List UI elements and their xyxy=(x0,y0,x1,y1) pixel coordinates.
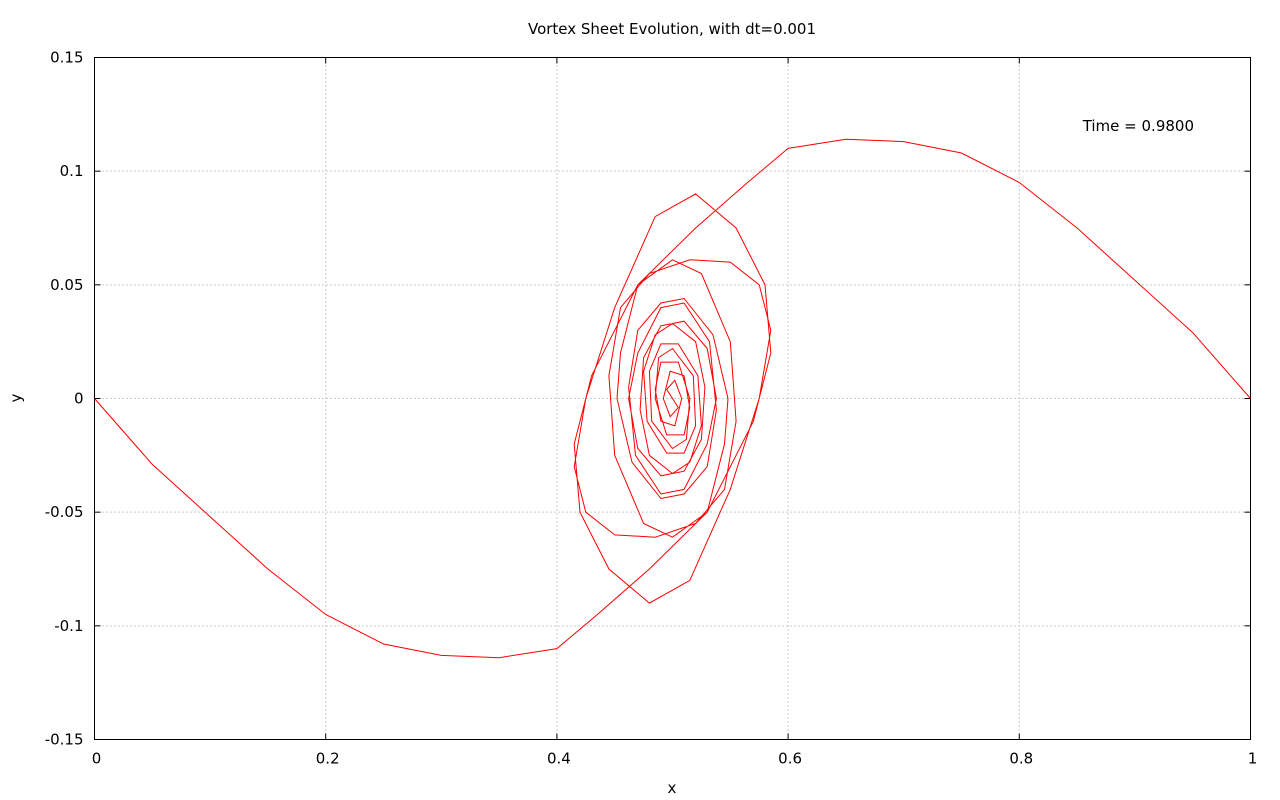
y-tick-label: 0.1 xyxy=(60,162,84,180)
x-tick-label: 0.2 xyxy=(316,750,340,768)
grid xyxy=(94,57,1251,740)
y-tick-label: -0.1 xyxy=(54,617,83,635)
y-tick-label: 0.05 xyxy=(50,276,83,294)
axis-ticks xyxy=(94,57,1251,740)
x-axis-title: x xyxy=(668,779,677,797)
x-tick-label: 1 xyxy=(1248,750,1258,768)
y-tick-label: -0.15 xyxy=(45,731,84,749)
x-tick-label: 0.8 xyxy=(1009,750,1033,768)
y-tick-label: 0 xyxy=(74,390,84,408)
x-tick-label: 0.4 xyxy=(547,750,571,768)
y-tick-label: 0.15 xyxy=(50,49,83,67)
y-axis-title: y xyxy=(7,393,25,402)
time-annotation: Time = 0.9800 xyxy=(1082,117,1194,135)
series-group xyxy=(94,138,1251,659)
vortex-sheet-line xyxy=(94,138,1251,659)
y-tick-label: -0.05 xyxy=(45,503,84,521)
chart-title: Vortex Sheet Evolution, with dt=0.001 xyxy=(528,20,816,38)
x-tick-labels: 0 0.2 0.4 0.6 0.8 1 xyxy=(92,750,1258,768)
y-tick-labels: -0.15 -0.1 -0.05 0 0.05 0.1 0.15 xyxy=(45,49,84,749)
x-tick-label: 0 xyxy=(92,750,102,768)
x-tick-label: 0.6 xyxy=(778,750,802,768)
